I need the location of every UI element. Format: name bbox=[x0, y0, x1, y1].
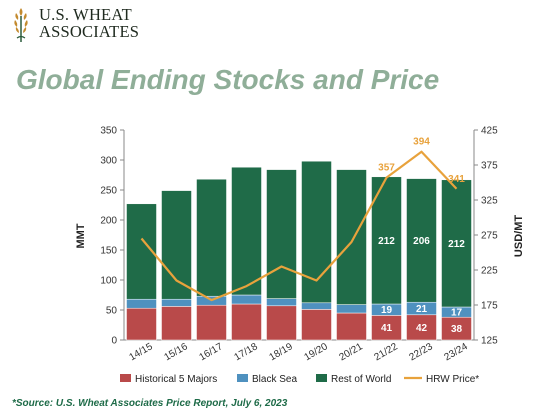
bar-segment bbox=[196, 304, 227, 341]
org-name: U.S. WHEAT ASSOCIATES bbox=[39, 6, 139, 40]
y-tick-label: 150 bbox=[100, 246, 117, 257]
y2-tick-label: 375 bbox=[481, 161, 498, 172]
bar-segment bbox=[126, 298, 157, 309]
y-tick-label: 200 bbox=[100, 216, 117, 227]
y2-axis-label: USD/MT bbox=[513, 215, 525, 257]
price-label: 341 bbox=[448, 174, 465, 185]
segment-labels: 41 19 212 42 21 206 38 17 212 bbox=[378, 236, 465, 335]
logo: U.S. WHEAT ASSOCIATES bbox=[6, 4, 141, 46]
x-axis-ticks: 14/15 15/16 16/17 17/18 18/19 19/20 20/21 21/22… bbox=[127, 341, 470, 363]
bar-segment bbox=[336, 169, 367, 305]
bar-segment bbox=[161, 306, 192, 341]
x-tick-label: 14/15 bbox=[127, 341, 155, 363]
bar-segment bbox=[266, 169, 297, 299]
legend-swatch bbox=[120, 374, 131, 382]
left-axis-ticks: 0 50 100 150 200 250 300 350 bbox=[100, 126, 124, 347]
bar-segment bbox=[266, 298, 297, 307]
data-label: 38 bbox=[451, 324, 463, 335]
bar-segment bbox=[231, 303, 262, 341]
data-label: 17 bbox=[451, 308, 463, 319]
bar-segment bbox=[406, 178, 437, 303]
bars bbox=[126, 160, 472, 341]
y2-tick-label: 425 bbox=[481, 126, 498, 137]
legend-label: Black Sea bbox=[252, 374, 297, 385]
x-tick-label: 16/17 bbox=[197, 341, 225, 363]
price-label: 357 bbox=[378, 163, 395, 174]
bar-segment bbox=[336, 312, 367, 341]
x-tick-label: 21/22 bbox=[372, 341, 400, 363]
legend-label: HRW Price* bbox=[426, 374, 479, 385]
bar-segment bbox=[231, 166, 262, 296]
bar-segment bbox=[231, 294, 262, 305]
org-name-line1: U.S. WHEAT bbox=[39, 5, 132, 24]
bar-segment bbox=[161, 190, 192, 300]
data-label: 19 bbox=[381, 305, 393, 316]
price-line-group: 357 394 341 bbox=[140, 137, 465, 302]
y-tick-label: 50 bbox=[106, 306, 118, 317]
wheat-icon bbox=[14, 8, 28, 42]
x-tick-label: 23/24 bbox=[442, 341, 470, 363]
y-tick-label: 350 bbox=[100, 126, 117, 137]
data-label: 41 bbox=[381, 323, 393, 334]
bar-segment bbox=[266, 305, 297, 341]
data-label: 42 bbox=[416, 323, 428, 334]
page-title: Global Ending Stocks and Price bbox=[16, 64, 440, 95]
bar-segment bbox=[161, 298, 192, 307]
org-name-line2: ASSOCIATES bbox=[39, 22, 140, 41]
y2-tick-label: 225 bbox=[481, 266, 498, 277]
bar-segment bbox=[196, 178, 227, 297]
price-label: 394 bbox=[413, 137, 430, 148]
y-tick-label: 300 bbox=[100, 156, 117, 167]
data-label: 212 bbox=[448, 239, 465, 250]
x-tick-label: 19/20 bbox=[302, 341, 330, 363]
x-tick-label: 20/21 bbox=[337, 341, 365, 363]
x-tick-label: 22/23 bbox=[407, 341, 435, 363]
y-axis-label: MMT bbox=[75, 223, 87, 248]
right-axis-ticks: 125 175 225 275 325 375 425 bbox=[474, 126, 498, 347]
y-tick-label: 0 bbox=[111, 336, 117, 347]
legend-label: Rest of World bbox=[331, 374, 391, 385]
bar-segment bbox=[126, 307, 157, 341]
data-label: 21 bbox=[416, 304, 428, 315]
legend-label: Historical 5 Majors bbox=[135, 374, 217, 385]
y2-tick-label: 125 bbox=[481, 336, 498, 347]
bar-segment bbox=[301, 302, 332, 310]
legend: Historical 5 Majors Black Sea Rest of Worl… bbox=[120, 374, 479, 385]
source-note: *Source: U.S. Wheat Associates Price Rep… bbox=[12, 398, 288, 409]
price-line bbox=[140, 150, 458, 302]
y-tick-label: 250 bbox=[100, 186, 117, 197]
legend-swatch bbox=[237, 374, 248, 382]
bar-segment bbox=[406, 314, 437, 341]
data-label: 212 bbox=[378, 236, 395, 247]
bar-segment bbox=[371, 315, 402, 341]
x-tick-label: 17/18 bbox=[232, 341, 260, 363]
x-tick-label: 18/19 bbox=[267, 341, 295, 363]
bar-segment bbox=[336, 304, 367, 314]
x-tick-label: 15/16 bbox=[162, 341, 190, 363]
legend-swatch bbox=[316, 374, 327, 382]
y-tick-label: 100 bbox=[100, 276, 117, 287]
data-label: 206 bbox=[413, 236, 430, 247]
y2-tick-label: 175 bbox=[481, 301, 498, 312]
bar-segment bbox=[301, 309, 332, 341]
bar-segment bbox=[441, 179, 472, 308]
y2-tick-label: 275 bbox=[481, 231, 498, 242]
y2-tick-label: 325 bbox=[481, 196, 498, 207]
